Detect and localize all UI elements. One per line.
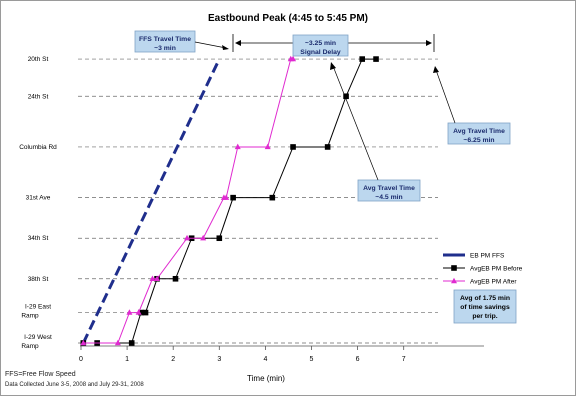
annotation-signal-delay-text: Signal Delay: [300, 49, 341, 56]
y-category-label: I-29 East: [25, 304, 51, 311]
x-tick-label: 6: [356, 356, 360, 363]
y-category-label: 31st Ave: [26, 195, 51, 202]
data-point-before: [373, 56, 379, 62]
annotation-time-savings-box: [453, 289, 517, 324]
annotation-avg-travel-after-text: Avg Travel Time: [363, 185, 415, 192]
data-point-before: [290, 144, 296, 150]
x-tick-label: 7: [402, 356, 406, 363]
data-point-after: [184, 234, 191, 241]
annotation-avg-travel-after-text: ~4.5 min: [375, 194, 402, 201]
annotation-ffs-travel-time-text: ~3 min: [154, 45, 176, 52]
annotation-signal-delay-box: [292, 34, 349, 57]
legend-label: AvgEB PM After: [470, 279, 517, 286]
legend-label: AvgEB PM Before: [470, 266, 523, 273]
data-point-before: [216, 235, 223, 242]
x-tick-label: 0: [79, 356, 83, 363]
y-category-label: Columbia Rd: [19, 144, 57, 151]
delay-arrowhead-right: [426, 40, 432, 46]
y-category-label: 20th St: [28, 56, 49, 63]
annotation-avg-travel-after-box: [357, 179, 421, 202]
annotation-layer: FFS Travel Time ~3 min ~3.25 min Signal Del…: [134, 30, 517, 324]
series-line-ffs: [81, 58, 221, 344]
legend-marker-triangle: [451, 277, 457, 284]
annotation-arrowhead: [433, 66, 439, 73]
annotation-ffs-travel-time-text: FFS Travel Time: [139, 36, 191, 43]
x-tick-label: 4: [263, 356, 267, 363]
footnote-data-collected: Data Collected June 3-5, 2008 and July 2…: [5, 382, 144, 388]
data-point-before: [324, 144, 331, 150]
series-line-2: [83, 58, 294, 344]
data-point-after: [223, 194, 230, 200]
y-category-label: Ramp: [21, 343, 39, 350]
axes: I-29 West Ramp I-29 East Ramp 38th St 34th St…: [19, 56, 484, 363]
chart-title: Eastbound Peak (4:45 to 5:45 PM): [208, 13, 368, 24]
data-point-after: [264, 143, 271, 150]
data-point-before: [343, 93, 349, 100]
legend-label: EB PM FFS: [470, 253, 505, 260]
annotation-arrow: [332, 65, 379, 181]
annotation-avg-travel-before-box: [447, 122, 511, 145]
y-category-label: 38th St: [28, 276, 49, 283]
annotation-arrow: [194, 41, 227, 49]
annotation-avg-travel-before-text: ~6.25 min: [463, 137, 494, 144]
legend-marker-square: [451, 265, 457, 271]
data-point-before: [359, 56, 366, 62]
x-tick-label: 2: [171, 356, 175, 363]
x-tick-label: 1: [125, 356, 129, 363]
data-point-after: [234, 143, 241, 150]
data-point-before: [269, 194, 276, 201]
data-point-after: [80, 339, 87, 346]
series-line-1: [83, 58, 377, 344]
footnote-ffs: FFS=Free Flow Speed: [5, 371, 76, 378]
x-axis-label: Time (min): [247, 374, 285, 383]
annotation-ffs-travel-time-box: [134, 30, 196, 53]
data-point-after: [200, 234, 207, 241]
data-point-before: [138, 309, 144, 316]
data-point-before: [172, 275, 179, 282]
y-category-label: I-29 West: [24, 334, 52, 341]
y-category-label: Ramp: [21, 313, 39, 320]
y-category-label: 24th St: [28, 93, 49, 100]
annotation-time-savings-text: Avg of 1.75 min: [460, 295, 510, 302]
data-point-before: [128, 340, 135, 346]
series-layer: [80, 55, 379, 346]
annotation-arrow: [435, 69, 456, 124]
annotation-time-savings-text: of time savings: [460, 304, 510, 311]
annotation-time-savings-text: per trip.: [472, 313, 497, 320]
x-tick-label: 5: [310, 356, 314, 363]
data-point-after: [154, 275, 161, 281]
data-point-after: [114, 339, 121, 346]
annotation-avg-travel-before-text: Avg Travel Time: [453, 128, 505, 135]
data-point-after: [290, 55, 297, 62]
annotation-arrowhead: [222, 45, 229, 50]
legend: EB PM FFS AvgEB PM Before AvgEB PM After: [443, 253, 523, 286]
y-category-label: 34th St: [28, 235, 49, 242]
data-point-after: [135, 309, 142, 315]
annotation-arrowhead: [330, 62, 336, 70]
data-point-before: [230, 194, 236, 201]
data-point-after: [126, 309, 133, 315]
data-point-after: [149, 275, 156, 281]
x-tick-label: 3: [217, 356, 221, 363]
annotation-signal-delay-text: ~3.25 min: [305, 40, 336, 47]
delay-arrowhead-left: [235, 40, 241, 46]
data-point-before: [142, 309, 149, 316]
